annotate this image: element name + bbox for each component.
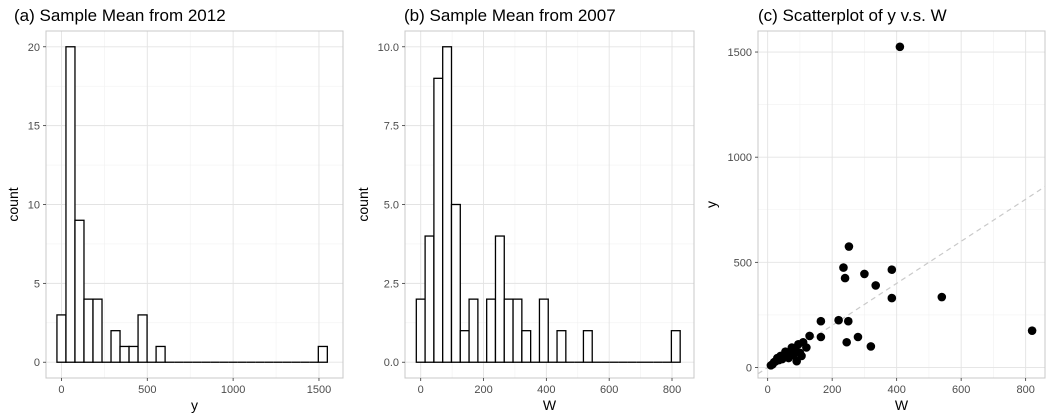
scatter-point — [844, 242, 854, 251]
histogram-bar — [119, 345, 130, 363]
x-tick-label: 500 — [138, 384, 156, 396]
panel-b-title: (b) Sample Mean from 2007 — [404, 6, 616, 25]
histogram-bar — [155, 345, 166, 363]
histogram-bar — [74, 219, 85, 363]
panel-c-grid — [758, 31, 1045, 378]
panel-c-xlabel: W — [895, 397, 909, 413]
y-tick-label: 5 — [34, 278, 40, 290]
panel-c-title: (c) Scatterplot of y v.s. W — [758, 6, 947, 25]
x-tick-label: 0 — [418, 384, 424, 396]
panel-a: (a) Sample Mean from 2012 0 500 1000 1500 0 5… — [5, 6, 344, 413]
histogram-bar — [433, 77, 444, 363]
y-tick-label: 15 — [28, 121, 40, 133]
x-tick-label: 200 — [823, 384, 841, 396]
scatter-point — [887, 293, 897, 303]
scatter-point — [843, 316, 853, 326]
scatter-point — [805, 331, 814, 341]
y-tick-label: 0 — [34, 357, 40, 369]
x-tick-label: 600 — [600, 384, 618, 396]
histogram-bar — [56, 314, 67, 363]
panel-c-ylabel: y — [703, 201, 719, 208]
scatter-point — [802, 343, 811, 352]
scatter-point — [895, 42, 905, 52]
panel-c-border — [757, 30, 1046, 379]
scatter-point — [816, 332, 826, 342]
histogram-bar — [450, 203, 461, 363]
panel-c-points — [766, 42, 1037, 370]
x-tick-label: 1500 — [307, 384, 331, 396]
scatter-point — [860, 269, 869, 279]
scatter-point — [937, 292, 947, 302]
histogram-bar — [83, 298, 94, 363]
histogram-bar — [415, 298, 426, 363]
histogram-bar — [424, 235, 435, 363]
y-tick-label: 10.0 — [378, 42, 399, 54]
scatter-point — [871, 281, 881, 290]
x-tick-label: 0 — [58, 384, 64, 396]
y-tick-label: 2.5 — [384, 278, 399, 290]
histogram-bar — [521, 330, 532, 363]
y-tick-label: 1000 — [728, 152, 752, 164]
histogram-bar — [110, 330, 121, 363]
histogram-bar — [317, 345, 328, 363]
histogram-bar — [486, 298, 497, 363]
scatter-point — [840, 273, 850, 283]
scatter-point — [834, 315, 843, 325]
scatter-point — [842, 337, 851, 347]
panel-b-bars — [415, 46, 681, 363]
histogram-bar — [503, 298, 514, 363]
panel-b-xlabel: W — [543, 397, 557, 413]
histogram-bar — [538, 298, 549, 363]
scatter-point — [816, 316, 826, 326]
panel-a-ticks: 0 500 1000 1500 0 5 10 15 20 — [28, 42, 331, 396]
y-tick-label: 5.0 — [384, 200, 399, 212]
panel-c: (c) Scatterplot of y v.s. W 0 200 400 600 80… — [703, 6, 1046, 413]
histogram-bar — [65, 46, 76, 363]
histogram-bar — [92, 298, 103, 363]
scatter-point — [839, 263, 848, 272]
x-tick-label: 800 — [663, 384, 681, 396]
scatter-point — [866, 342, 876, 351]
scatter-point — [853, 332, 863, 342]
histogram-bar — [494, 235, 505, 363]
y-tick-label: 500 — [734, 257, 752, 269]
histogram-bar — [468, 298, 479, 363]
panel-a-bars — [56, 46, 328, 363]
panel-b-ticks: 0 200 400 600 800 0.0 2.5 5.0 7.5 10.0 — [378, 42, 682, 396]
scatter-point — [1027, 326, 1037, 335]
panel-a-ylabel: count — [5, 187, 21, 221]
histogram-bar — [512, 298, 523, 363]
y-tick-label: 1500 — [728, 47, 752, 59]
panel-a-xlabel: y — [191, 397, 198, 413]
x-tick-label: 0 — [765, 384, 771, 396]
x-tick-label: 400 — [537, 384, 555, 396]
histogram-bar — [442, 46, 453, 363]
panel-b: (b) Sample Mean from 2007 0 200 400 600 8000… — [355, 6, 695, 413]
panel-b-ylabel: count — [355, 187, 371, 221]
histogram-bar — [128, 345, 139, 363]
x-tick-label: 1000 — [221, 384, 245, 396]
histogram-bar — [137, 314, 148, 363]
histogram-bar — [459, 330, 470, 363]
panel-a-title: (a) Sample Mean from 2012 — [14, 6, 226, 25]
scatter-point — [887, 265, 897, 274]
y-tick-label: 10 — [28, 200, 40, 212]
y-tick-label: 0 — [746, 362, 752, 374]
panel-c-ticks: 0 200 400 600 800 0 500 1000 1500 — [728, 47, 1035, 396]
scatter-point — [766, 361, 776, 370]
x-tick-label: 600 — [952, 384, 970, 396]
y-tick-label: 20 — [28, 42, 40, 54]
x-tick-label: 800 — [1016, 384, 1034, 396]
x-tick-label: 400 — [887, 384, 905, 396]
histogram-bar — [556, 330, 567, 363]
scatter-point — [797, 351, 806, 361]
x-tick-label: 200 — [474, 384, 492, 396]
y-tick-label: 0.0 — [384, 357, 399, 369]
histogram-bar — [582, 330, 593, 363]
y-tick-label: 7.5 — [384, 121, 399, 133]
histogram-bar — [670, 330, 681, 363]
